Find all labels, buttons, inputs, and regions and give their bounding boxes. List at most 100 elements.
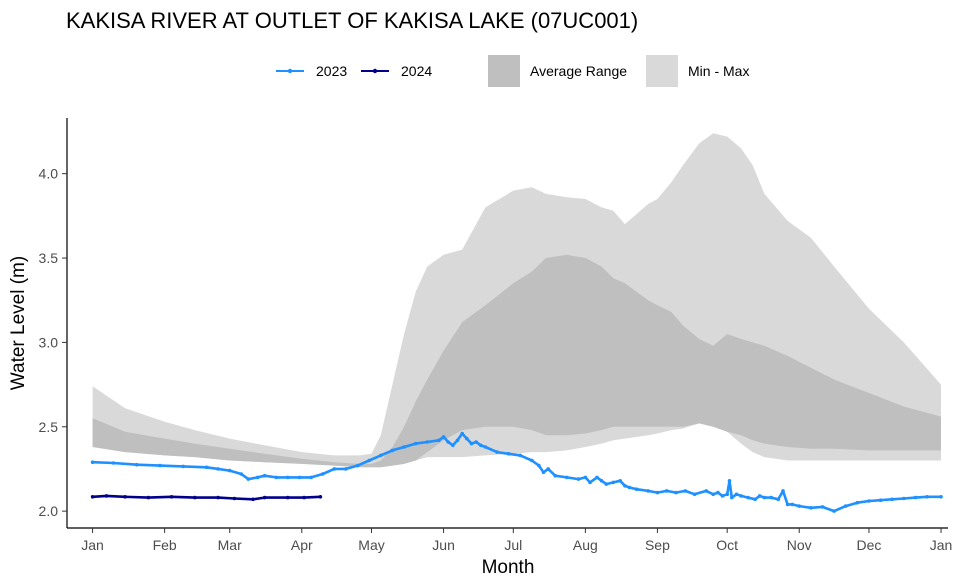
data-point-2023 [757, 494, 762, 498]
data-point-2023 [332, 467, 337, 471]
y-tick-label: 4.0 [39, 166, 59, 182]
data-point-2024 [262, 495, 267, 500]
x-tick-label: Jan [81, 537, 104, 553]
data-point-2023 [274, 475, 279, 480]
data-point-2023 [204, 465, 209, 470]
data-point-2023 [297, 475, 302, 480]
data-point-2024 [286, 495, 290, 500]
data-point-2023 [181, 464, 185, 469]
data-point-2023 [583, 475, 588, 480]
data-point-2023 [683, 489, 688, 493]
data-point-2024 [216, 495, 220, 500]
data-point-2023 [413, 441, 418, 446]
data-point-2023 [618, 479, 622, 483]
data-point-2023 [474, 440, 478, 444]
y-axis-ticks: 2.0 2.5 3.0 3.5 4.0 [39, 166, 67, 519]
data-point-2023 [790, 502, 795, 507]
series-line-2023 [92, 432, 941, 513]
data-point-2023 [820, 505, 825, 509]
data-point-2023 [455, 438, 460, 443]
data-point-2023 [890, 497, 894, 502]
data-point-2023 [518, 453, 523, 458]
data-point-2023 [111, 461, 116, 465]
data-point-2023 [797, 504, 801, 508]
plot-area [90, 133, 943, 513]
data-point-2023 [725, 492, 729, 497]
data-point-2024 [318, 495, 323, 499]
data-point-2023 [286, 475, 290, 480]
series-points-2023 [90, 431, 943, 513]
data-point-2024 [302, 495, 306, 500]
data-point-2023 [664, 489, 669, 493]
data-point-2023 [746, 495, 750, 500]
data-point-2023 [451, 443, 455, 448]
x-tick-label: Jun [432, 537, 455, 553]
data-point-2023 [425, 440, 430, 444]
data-point-2023 [925, 495, 929, 499]
data-point-2023 [227, 468, 232, 473]
data-point-2023 [390, 448, 395, 453]
series-points-2024 [90, 494, 323, 502]
data-point-2024 [104, 494, 109, 498]
x-tick-label: Jul [504, 537, 522, 553]
legend-label-2023: 2023 [316, 63, 347, 79]
data-point-2023 [479, 443, 483, 448]
data-point-2023 [611, 480, 616, 485]
data-point-2023 [262, 473, 267, 478]
data-point-2023 [878, 498, 883, 503]
x-tick-label: Aug [573, 537, 598, 553]
data-point-2023 [776, 497, 781, 502]
data-point-2023 [716, 490, 720, 495]
x-tick-label: Jan [930, 537, 953, 553]
y-tick-label: 3.5 [39, 250, 59, 266]
data-point-2023 [655, 490, 660, 495]
data-point-2023 [506, 452, 511, 456]
x-axis-ticks: Jan Feb Mar Apr May Jun Jul Aug Sep Oct Nov Dec Jan [81, 528, 952, 553]
data-point-2023 [646, 489, 650, 493]
data-point-2023 [320, 472, 325, 476]
data-point-2023 [704, 489, 708, 493]
data-point-2023 [623, 484, 627, 488]
data-point-2023 [90, 460, 95, 465]
data-point-2023 [753, 497, 757, 502]
legend-swatch-average-range [488, 55, 520, 87]
data-point-2023 [781, 489, 785, 493]
data-point-2023 [437, 438, 441, 443]
data-point-2023 [446, 440, 451, 444]
data-point-2023 [355, 463, 360, 468]
data-point-2023 [546, 467, 550, 471]
data-point-2023 [855, 500, 860, 505]
data-point-2023 [769, 495, 774, 500]
chart-title: KAKISA RIVER AT OUTLET OF KAKISA LAKE (0… [66, 8, 638, 33]
y-tick-label: 3.0 [39, 334, 59, 350]
data-point-2024 [123, 495, 127, 499]
y-tick-label: 2.0 [39, 503, 59, 519]
data-point-2023 [576, 477, 581, 481]
data-point-2023 [541, 470, 546, 475]
legend-marker-2023 [287, 68, 293, 74]
data-point-2023 [530, 458, 534, 463]
data-point-2023 [604, 482, 609, 486]
data-point-2023 [734, 492, 739, 497]
legend-label-min-max: Min - Max [688, 63, 749, 79]
data-point-2023 [565, 475, 569, 480]
x-tick-label: Dec [857, 537, 882, 553]
data-point-2023 [913, 495, 918, 500]
data-point-2023 [902, 496, 906, 501]
data-point-2024 [169, 495, 174, 499]
data-point-2023 [216, 467, 220, 471]
data-point-2023 [465, 436, 469, 441]
legend-label-average-range: Average Range [530, 63, 627, 79]
data-point-2023 [843, 504, 848, 508]
x-tick-label: Oct [716, 537, 738, 553]
data-point-2023 [674, 490, 678, 495]
data-point-2023 [832, 509, 836, 513]
data-point-2023 [939, 495, 943, 499]
data-point-2023 [727, 479, 732, 483]
data-point-2023 [692, 492, 697, 497]
data-point-2024 [251, 497, 255, 502]
data-point-2023 [711, 492, 715, 497]
legend-swatch-min-max [646, 55, 678, 87]
data-point-2023 [730, 495, 734, 500]
